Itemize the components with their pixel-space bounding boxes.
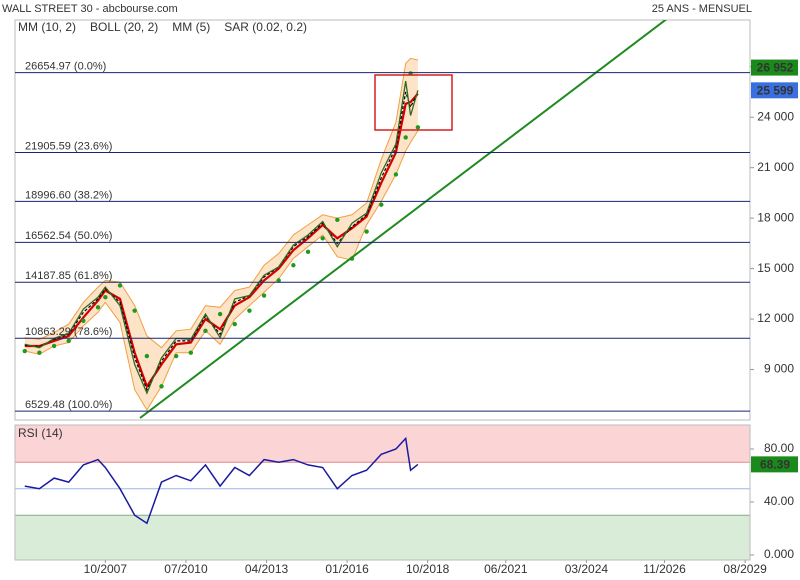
y-tick-label: 18 000 <box>757 210 794 224</box>
y-tick-label: 9 000 <box>764 362 794 376</box>
sar-dot <box>132 308 137 313</box>
sar-dot <box>379 202 384 207</box>
rsi-last-box <box>751 456 798 473</box>
x-tick-label: 08/2029 <box>723 562 767 576</box>
fib-label: 6529.48 (100.0%) <box>25 399 112 411</box>
rsi-frame <box>14 424 751 561</box>
sar-dot <box>159 384 164 389</box>
legend-entry: MM (10, 2) <box>18 20 76 34</box>
sar-dot <box>144 353 150 359</box>
x-tick-label: 10/2007 <box>84 562 128 576</box>
sar-dot <box>95 305 101 310</box>
y-tick-label: 80.00 <box>764 441 794 455</box>
sar-dot <box>37 350 42 355</box>
y-tick-label: 12 000 <box>757 311 794 325</box>
bollinger-lower <box>24 130 419 411</box>
bollinger-upper <box>24 57 419 349</box>
fib-label: 14187.85 (61.8%) <box>25 270 112 282</box>
sar-dot <box>117 283 123 288</box>
legend-entry: MM (5) <box>172 20 210 34</box>
rsi-line <box>24 436 419 525</box>
sar-dot <box>291 263 296 268</box>
sar-dot <box>261 293 267 298</box>
price-label: 25 599 <box>757 83 794 97</box>
sar-dot <box>22 348 27 354</box>
fib-label: 26654.97 (0.0%) <box>25 60 106 72</box>
sar-dot <box>81 318 86 323</box>
x-tick-label: 03/2024 <box>565 562 609 576</box>
x-tick-label: 11/2026 <box>643 562 686 576</box>
sar-dot <box>232 321 237 327</box>
sar-dot <box>276 278 281 283</box>
bollinger-band <box>24 58 418 410</box>
chart-title: WALL STREET 30 - abcbourse.com <box>2 3 178 15</box>
legend-entry: SAR (0.02, 0.2) <box>224 20 307 34</box>
sar-dot <box>403 135 408 140</box>
sar-dot <box>415 125 421 130</box>
x-tick-label: 07/2010 <box>164 562 208 576</box>
fib-label: 21905.59 (23.6%) <box>25 140 112 152</box>
oversold-zone <box>15 515 750 560</box>
rsi-last-label: 68.39 <box>760 458 790 472</box>
legend-entry: BOLL (20, 2) <box>90 20 158 34</box>
sar-dot <box>320 236 325 241</box>
sar-dot <box>217 311 223 317</box>
y-tick-label: 40.00 <box>764 494 794 508</box>
sar-dot <box>173 353 179 359</box>
sar-dot <box>66 338 71 344</box>
overbought-zone <box>15 425 750 463</box>
price-label: 26 952 <box>757 61 794 75</box>
sar-dot <box>393 172 399 177</box>
sar-dot <box>103 295 108 300</box>
fib-label: 16562.54 (50.0%) <box>25 230 112 242</box>
sar-dot <box>364 229 369 234</box>
highlight-box <box>374 74 453 131</box>
y-tick-label: 15 000 <box>757 261 794 275</box>
y-tick-label: 24 000 <box>757 109 794 123</box>
plot-frame <box>14 19 751 421</box>
x-tick-label: 01/2016 <box>325 562 369 576</box>
trend-line <box>139 20 668 419</box>
price-label-box <box>751 59 798 76</box>
fib-label: 18996.60 (38.2%) <box>25 189 112 201</box>
sar-dot <box>247 308 252 313</box>
y-tick-label: 0.000 <box>764 547 794 561</box>
fib-label: 10863.29 (78.6%) <box>25 326 112 338</box>
sar-dot <box>203 328 208 334</box>
rsi-legend: RSI (14) <box>18 426 63 440</box>
x-tick-label: 10/2018 <box>406 562 450 576</box>
sar-dot <box>305 249 311 254</box>
price-layer <box>22 20 668 419</box>
y-tick-label: 21 000 <box>757 160 794 174</box>
sar-dot <box>188 350 194 355</box>
price-label-box <box>751 82 798 99</box>
chart-subtitle: 25 ANS - MENSUEL <box>652 3 752 15</box>
x-tick-label: 06/2021 <box>484 562 528 576</box>
sar-dot <box>51 343 57 349</box>
sar-dot <box>335 217 340 223</box>
close-line <box>24 81 419 395</box>
x-tick-label: 04/2013 <box>245 562 289 576</box>
